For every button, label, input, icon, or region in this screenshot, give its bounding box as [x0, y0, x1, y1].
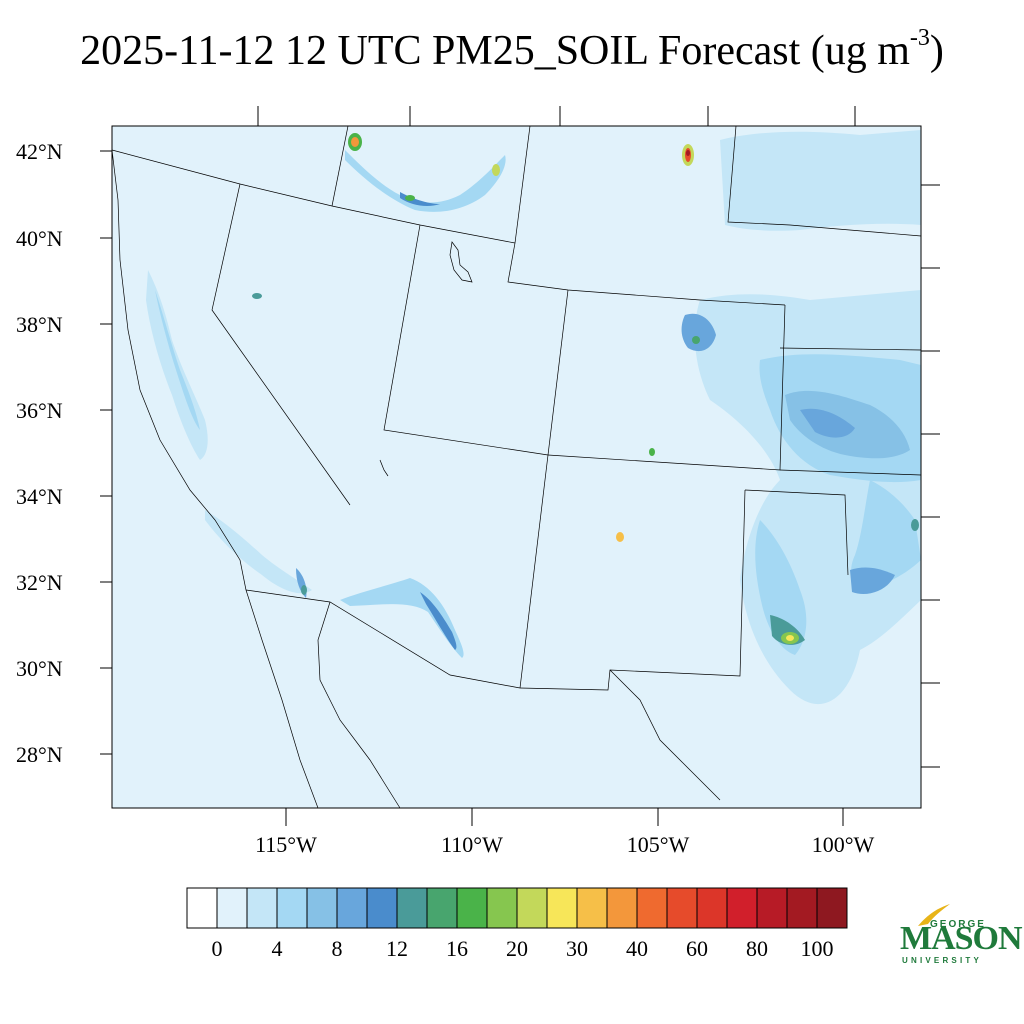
colorbar-swatch — [186, 887, 218, 929]
lat-label-34: 34°N — [16, 484, 63, 509]
colorbar-swatch — [666, 887, 698, 929]
colorbar-label: 8 — [331, 936, 343, 961]
map-title: 2025-11-12 12 UTC PM25_SOIL Forecast (ug… — [80, 25, 944, 74]
colorbar-swatch — [396, 887, 428, 929]
colorbar-label: 16 — [446, 936, 468, 961]
colorbar-swatch — [516, 887, 548, 929]
colorbar-swatch — [636, 887, 668, 929]
concentration-field — [146, 130, 921, 705]
colorbar-swatch — [816, 887, 848, 929]
colorbar-label: 60 — [686, 936, 708, 961]
colorbar-swatch — [306, 887, 338, 929]
lat-label-30: 30°N — [16, 656, 63, 681]
lon-label-105: 105°W — [626, 832, 690, 857]
colorbar-swatch — [366, 887, 398, 929]
colorbar-swatch — [246, 887, 278, 929]
colorbar-swatch — [456, 887, 488, 929]
colorbar-swatch — [756, 887, 788, 929]
state-boundaries — [111, 125, 922, 809]
tick-marks — [100, 106, 940, 826]
lat-label-32: 32°N — [16, 570, 63, 595]
lat-label-28: 28°N — [16, 742, 63, 767]
lat-label-36: 36°N — [16, 398, 63, 423]
lon-label-110: 110°W — [441, 832, 503, 857]
colorbar-swatch — [546, 887, 578, 929]
colorbar-swatch — [786, 887, 818, 929]
lon-label-100: 100°W — [811, 832, 875, 857]
lat-label-38: 38°N — [16, 312, 63, 337]
colorbar-label: 40 — [626, 936, 648, 961]
colorbar-swatch — [276, 887, 308, 929]
logo-swoosh-icon — [918, 904, 950, 926]
colorbar-swatch — [216, 887, 248, 929]
colorbar-swatch — [726, 887, 758, 929]
colorbar-swatch — [426, 887, 458, 929]
colorbar-label: 30 — [566, 936, 588, 961]
colorbar-swatch — [486, 887, 518, 929]
colorbar-swatch — [336, 887, 368, 929]
gmu-logo: GEORGE MASON UNIVERSITY — [898, 900, 1023, 970]
lon-label-115: 115°W — [255, 832, 317, 857]
colorbar-label: 20 — [506, 936, 528, 961]
colorbar-label: 80 — [746, 936, 768, 961]
colorbar-label: 100 — [800, 936, 834, 961]
lat-label-42: 42°N — [16, 139, 63, 164]
colorbar — [186, 887, 848, 929]
colorbar-label: 4 — [271, 936, 283, 961]
lat-label-40: 40°N — [16, 226, 63, 251]
colorbar-swatch — [696, 887, 728, 929]
colorbar-label: 0 — [211, 936, 223, 961]
colorbar-label: 12 — [386, 936, 408, 961]
map-frame — [111, 125, 922, 809]
colorbar-swatch — [606, 887, 638, 929]
colorbar-swatch — [576, 887, 608, 929]
